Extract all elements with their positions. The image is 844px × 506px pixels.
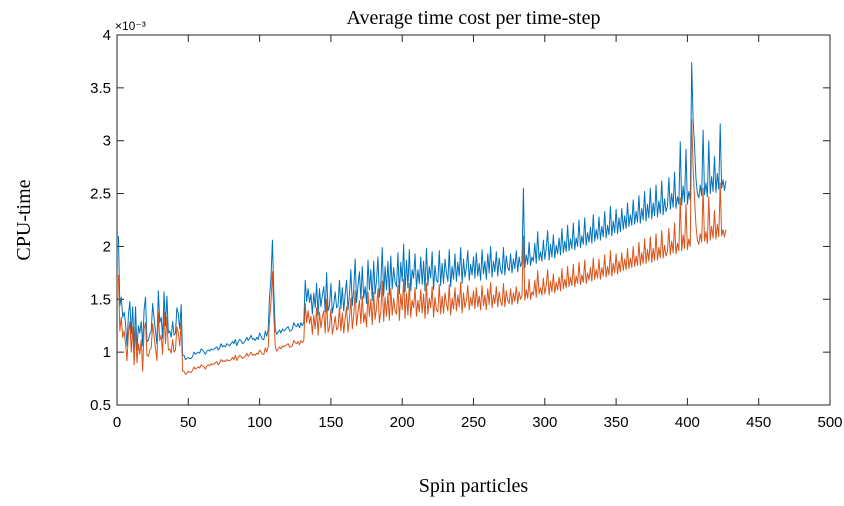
x-tick-label: 250 [461,414,486,431]
y-tick-label: 1.5 [90,291,111,308]
y-tick-label: 3.5 [90,80,111,97]
y-tick-label: 1 [103,344,111,361]
series-group [117,61,727,375]
axis-ticks [116,34,831,406]
x-tick-label: 500 [817,414,842,431]
x-tick-label: 100 [247,414,272,431]
y-axis-exponent: ×10⁻³ [115,19,146,33]
y-tick-label: 3 [103,133,111,150]
x-tick-label: 0 [113,414,121,431]
x-tick-label: 450 [746,414,771,431]
x-tick-label: 300 [532,414,557,431]
y-axis-label: CPU-time [13,179,35,260]
chart-title: Average time cost per time-step [347,7,601,29]
y-tick-label: 2.5 [90,186,111,203]
series-line-2 [117,119,727,375]
x-axis-label: Spin particles [419,475,529,497]
x-tick-label: 200 [390,414,415,431]
x-tick-label: 150 [318,414,343,431]
y-tick-label: 0.5 [90,397,111,414]
x-tick-label: 350 [604,414,629,431]
tick-labels: 0 50 100 150 200 250 300 350 400 450 500 0.5 1 1.5 2 2.… [90,27,842,431]
y-tick-label: 4 [103,27,111,44]
series-line-1 [117,61,727,361]
x-tick-label: 50 [180,414,197,431]
y-tick-label: 2 [103,238,111,255]
x-tick-label: 400 [675,414,700,431]
